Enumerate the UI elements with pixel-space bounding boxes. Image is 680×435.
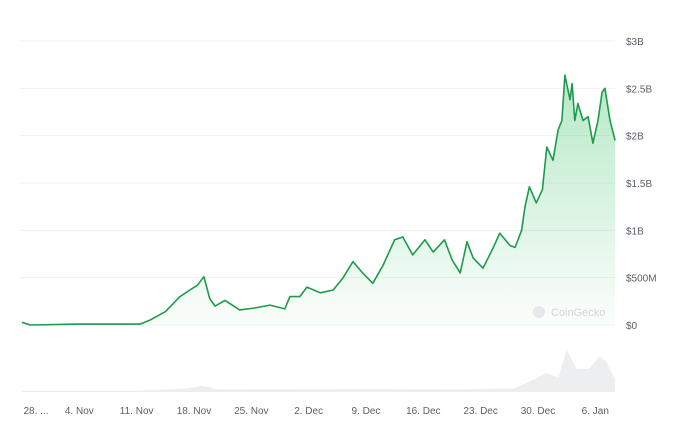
x-tick-label: 28. ... — [23, 406, 48, 417]
watermark-text: CoinGecko — [551, 307, 605, 319]
x-tick-label: 23. Dec — [463, 406, 497, 417]
x-tick-label: 9. Dec — [352, 406, 381, 417]
y-tick-label: $1.5B — [626, 179, 652, 190]
volume-bars — [22, 350, 616, 392]
x-tick-label: 18. Nov — [177, 406, 211, 417]
y-tick-label: $1B — [626, 226, 644, 237]
x-tick-label: 16. Dec — [406, 406, 440, 417]
y-tick-label: $500M — [626, 274, 657, 285]
y-tick-label: $0 — [626, 321, 638, 332]
x-tick-label: 6. Jan — [582, 406, 609, 417]
x-axis: 28. ... 4. Nov 11. Nov 18. Nov 25. Nov 2. Dec… — [23, 406, 608, 417]
y-tick-label: $2.5B — [626, 84, 652, 95]
grid-lines — [20, 40, 615, 326]
volume-area — [22, 350, 616, 392]
x-tick-label: 2. Dec — [294, 406, 323, 417]
y-tick-label: $2B — [626, 132, 644, 143]
market-cap-line — [21, 74, 616, 326]
coingecko-logo-icon — [533, 306, 545, 318]
x-tick-label: 4. Nov — [65, 406, 94, 417]
x-tick-label: 25. Nov — [234, 406, 268, 417]
x-tick-label: 11. Nov — [120, 406, 154, 417]
x-tick-label: 30. Dec — [521, 406, 555, 417]
y-tick-label: $3B — [626, 37, 644, 48]
y-axis: $0 $500M $1B $1.5B $2B $2.5B $3B — [626, 37, 657, 332]
market-cap-area — [22, 75, 616, 325]
coingecko-watermark: CoinGecko — [533, 306, 605, 319]
